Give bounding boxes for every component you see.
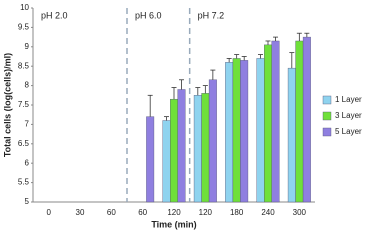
bar bbox=[146, 116, 155, 203]
legend-label: 1 Layer bbox=[335, 95, 362, 104]
bar bbox=[232, 58, 241, 203]
legend-swatch bbox=[322, 95, 332, 105]
bar bbox=[240, 60, 249, 203]
bar bbox=[295, 40, 304, 203]
y-tick-label: 7.5 bbox=[18, 100, 30, 109]
legend-label: 5 Layer bbox=[335, 127, 362, 136]
annotation: pH 6.0 bbox=[135, 10, 162, 20]
y-tick-label: 6.5 bbox=[18, 139, 30, 148]
bar bbox=[287, 67, 296, 203]
x-tick-label: 180 bbox=[230, 208, 244, 217]
y-tick-label: 8.5 bbox=[18, 61, 30, 70]
x-axis-title: Time (min) bbox=[151, 219, 196, 229]
bar bbox=[201, 93, 210, 203]
y-tick-label: 10 bbox=[20, 3, 29, 12]
x-tick-label: 60 bbox=[138, 208, 147, 217]
legend-swatch bbox=[322, 111, 332, 121]
legend-swatch bbox=[322, 127, 332, 137]
bar bbox=[256, 58, 265, 203]
bar bbox=[193, 95, 202, 203]
bar bbox=[162, 120, 171, 203]
bar bbox=[208, 79, 217, 203]
x-tick-label: 240 bbox=[261, 208, 275, 217]
y-tick-label: 5.5 bbox=[18, 178, 30, 187]
y-tick-label: 7 bbox=[25, 120, 30, 129]
x-tick-label: 0 bbox=[46, 208, 51, 217]
bar bbox=[225, 62, 234, 203]
y-tick-label: 6 bbox=[25, 158, 30, 167]
y-tick-label: 9.5 bbox=[18, 23, 30, 32]
y-tick-label: 5 bbox=[25, 197, 30, 206]
x-tick-label: 30 bbox=[76, 208, 85, 217]
chart: Time (min) Total cells (log(cells)/ml) 5… bbox=[2, 3, 362, 229]
x-tick-label: 120 bbox=[199, 208, 213, 217]
bar bbox=[177, 89, 186, 203]
annotation: pH 7.2 bbox=[198, 10, 225, 20]
y-axis-title: Total cells (log(cells)/ml) bbox=[2, 53, 12, 157]
x-tick-label: 60 bbox=[107, 208, 116, 217]
y-tick-label: 8 bbox=[25, 81, 30, 90]
annotation: pH 2.0 bbox=[41, 10, 68, 20]
x-tick-label: 120 bbox=[167, 208, 181, 217]
bar bbox=[302, 36, 311, 203]
bar bbox=[271, 40, 280, 203]
legend-label: 3 Layer bbox=[335, 111, 362, 120]
x-tick-label: 300 bbox=[293, 208, 307, 217]
bar bbox=[264, 44, 272, 203]
bar bbox=[170, 98, 178, 203]
y-tick-label: 9 bbox=[25, 42, 30, 51]
